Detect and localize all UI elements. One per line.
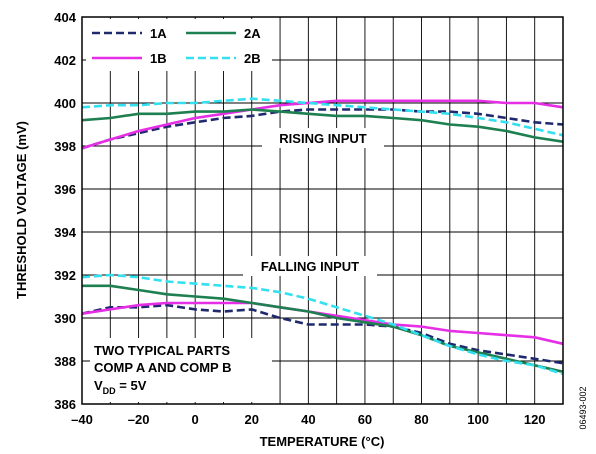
legend-label-1a: 1A — [150, 26, 167, 41]
legend-label-1b: 1B — [150, 51, 167, 66]
note-line-2: COMP A AND COMP B — [94, 360, 231, 375]
falling-input-label: FALLING INPUT — [261, 259, 359, 274]
x-tick-label: 60 — [358, 412, 372, 427]
x-tick-label: 120 — [524, 412, 546, 427]
plot-frame — [81, 16, 564, 405]
x-tick-label: –20 — [128, 412, 150, 427]
figure-code: 06493-002 — [578, 386, 588, 429]
series-line-1a-falling — [81, 303, 564, 365]
y-tick-label: 392 — [54, 268, 76, 283]
legend-box — [86, 19, 272, 71]
y-axis-title: THRESHOLD VOLTAGE (mV) — [14, 121, 29, 299]
legend-label-2a: 2A — [244, 26, 261, 41]
series-line-2a-rising — [81, 108, 564, 143]
x-tick-label: 40 — [301, 412, 315, 427]
note-vdd-v: V — [94, 378, 103, 393]
x-tick-label: 0 — [192, 412, 199, 427]
series-line-1b-rising — [81, 99, 564, 150]
grid-lines — [82, 17, 563, 404]
rising-input-label: RISING INPUT — [279, 131, 366, 146]
note-line-3: VDD = 5V — [94, 378, 147, 396]
y-tick-labels: 386 388 390 392 394 396 398 400 402 404 — [54, 10, 76, 412]
y-tick-label: 398 — [54, 139, 76, 154]
note-box — [90, 338, 272, 402]
legend-label-2b: 2B — [244, 51, 261, 66]
y-tick-label: 400 — [54, 96, 76, 111]
y-tick-label: 404 — [54, 10, 76, 25]
series-line-2b-falling — [81, 273, 564, 376]
x-axis-title: TEMPERATURE (°C) — [260, 434, 385, 449]
x-tick-label: 20 — [245, 412, 259, 427]
note-vdd-sub: DD — [103, 386, 116, 396]
x-tick-label: –40 — [71, 412, 93, 427]
y-tick-label: 388 — [54, 354, 76, 369]
falling-label-bg — [243, 256, 377, 276]
series-line-1a-rising — [81, 108, 564, 150]
y-tick-label: 394 — [54, 225, 76, 240]
note-line-1: TWO TYPICAL PARTS — [94, 343, 230, 358]
series-lines — [81, 97, 564, 376]
series-line-2a-falling — [82, 284, 564, 374]
y-tick-label: 396 — [54, 182, 76, 197]
y-tick-label: 402 — [54, 53, 76, 68]
x-tick-label: 80 — [414, 412, 428, 427]
x-tick-label: 100 — [467, 412, 489, 427]
note-vdd-rest: = 5V — [116, 378, 147, 393]
y-tick-label: 386 — [54, 397, 76, 412]
series-line-2b-rising — [81, 97, 564, 137]
y-tick-label: 390 — [54, 311, 76, 326]
rising-label-bg — [262, 128, 384, 148]
x-tick-labels: –40 –20 0 20 40 60 80 100 120 — [71, 412, 545, 427]
legend: 1A 2A 1B 2B — [92, 26, 261, 66]
